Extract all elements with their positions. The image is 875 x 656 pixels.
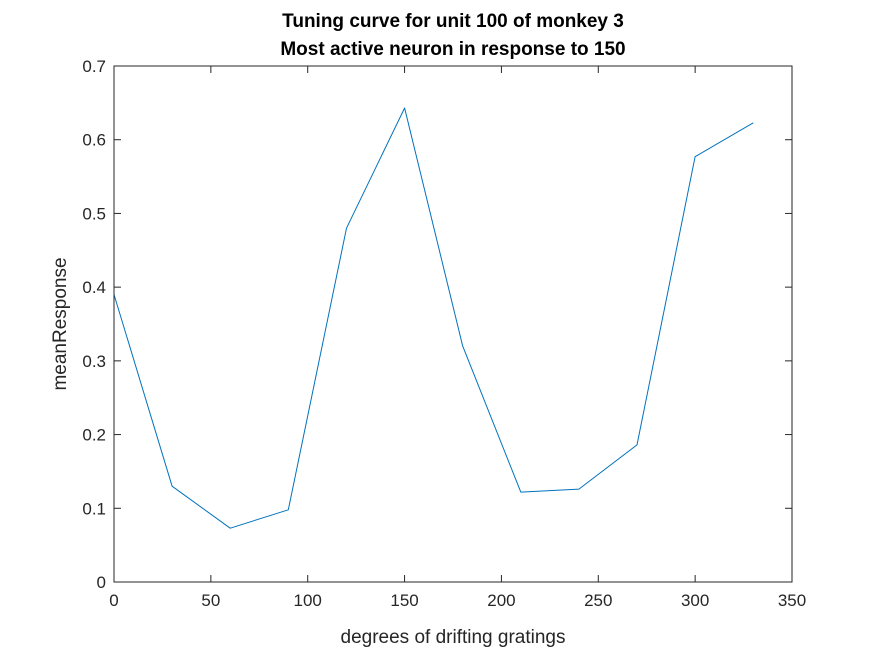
y-axis-label: meanResponse	[50, 257, 71, 390]
plot-frame	[113, 65, 793, 583]
x-tick-label: 0	[109, 591, 118, 610]
y-tick-label: 0.5	[82, 204, 106, 223]
y-tick-label: 0.2	[82, 426, 106, 445]
y-tick-label: 0.7	[82, 57, 106, 76]
axis-tick-labels: 0 50 100 150 200 250 300 350 0 0.1 0.2 0.3 0.4 0.5 0.6…	[82, 57, 806, 610]
y-tick-label: 0.3	[82, 352, 106, 371]
chart-title-line-2: Most active neuron in response to 150	[280, 39, 625, 60]
y-tick-label: 0.4	[82, 278, 106, 297]
plot-area	[114, 66, 792, 582]
x-tick-label: 350	[778, 591, 806, 610]
y-tick-label: 0.6	[82, 131, 106, 150]
x-tick-label: 150	[390, 591, 418, 610]
x-tick-label: 100	[294, 591, 322, 610]
x-axis-label: degrees of drifting gratings	[341, 627, 566, 648]
x-tick-label: 300	[681, 591, 709, 610]
x-tick-label: 200	[487, 591, 515, 610]
chart-title-line-1: Tuning curve for unit 100 of monkey 3	[282, 11, 624, 32]
y-tick-label: 0	[97, 573, 106, 592]
y-tick-label: 0.1	[82, 499, 106, 518]
x-tick-label: 50	[201, 591, 220, 610]
x-tick-label: 250	[584, 591, 612, 610]
series-line	[113, 107, 754, 529]
